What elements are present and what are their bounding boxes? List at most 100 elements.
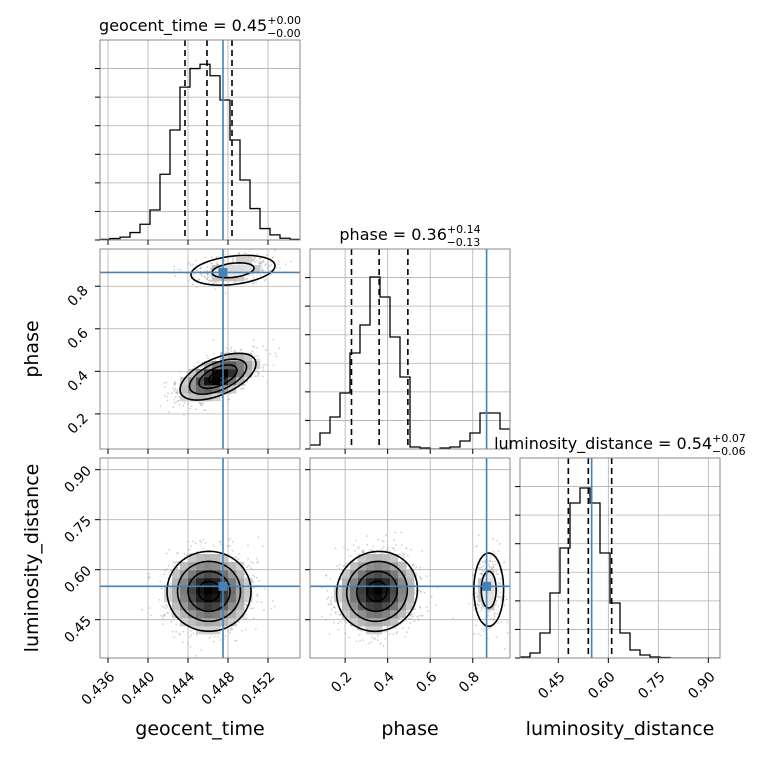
contours: [335, 550, 505, 633]
density-cell: [366, 618, 375, 627]
density-cell: [334, 586, 343, 595]
scatter-point: [172, 561, 175, 563]
truth-marker: [218, 267, 228, 277]
scatter-point: [366, 543, 369, 546]
scatter-point: [496, 613, 499, 615]
scatter-point: [164, 569, 166, 572]
scatter-point: [257, 560, 259, 563]
tick-label-y: 0.75: [62, 513, 95, 546]
scatter-point: [476, 595, 479, 598]
axis-label-y-phase: phase: [21, 320, 43, 377]
density-cell: [236, 369, 245, 378]
scatter-point: [253, 576, 256, 578]
scatter-point: [334, 607, 337, 609]
density-cell: [228, 586, 237, 595]
scatter-point: [211, 262, 213, 265]
scatter-point: [326, 589, 329, 592]
density-cell: [350, 578, 359, 587]
panel-frame: [309, 248, 511, 450]
scatter-point: [231, 628, 234, 631]
density-cell: [196, 385, 205, 394]
scatter-point: [499, 596, 501, 599]
scatter-point: [331, 596, 333, 599]
scatter-point: [253, 276, 255, 279]
scatter-point: [173, 402, 176, 404]
scatter-point: [247, 544, 249, 547]
scatter-point: [273, 605, 276, 608]
panel-content: [310, 458, 510, 658]
scatter-point: [246, 277, 249, 280]
density-cell: [366, 570, 375, 579]
scatter-point: [179, 269, 182, 271]
scatter-point: [207, 357, 209, 359]
scatter-point: [229, 629, 232, 632]
scatter-point: [229, 537, 232, 540]
scatter-point: [253, 355, 256, 358]
scatter-point: [197, 361, 199, 363]
scatter-point: [163, 382, 166, 384]
scatter-point: [210, 274, 213, 277]
density-cell: [228, 353, 237, 362]
scatter-point: [224, 292, 227, 294]
scatter-point: [262, 368, 265, 371]
scatter-point: [187, 279, 190, 282]
scatter-point: [481, 572, 483, 574]
scatter-point: [231, 541, 234, 543]
scatter-point: [329, 578, 332, 580]
contour-line: [197, 580, 221, 603]
scatter-point: [379, 642, 382, 645]
scatter-point: [412, 563, 415, 566]
scatter-point: [172, 406, 175, 409]
scatter-point: [409, 568, 411, 571]
scatter-point: [492, 550, 495, 553]
density-cell: [374, 554, 383, 563]
scatter-point: [379, 552, 382, 555]
density-cell: [350, 618, 359, 627]
tick-label-x: 0.75: [635, 669, 668, 702]
density-cell: [180, 377, 189, 386]
scatter-point: [198, 401, 201, 404]
scatter-point: [495, 636, 498, 639]
tick-label-y: 0.90: [62, 463, 95, 496]
scatter-point: [419, 591, 422, 593]
scatter-point: [230, 346, 233, 349]
scatter-point: [186, 554, 188, 557]
scatter-point: [175, 567, 178, 570]
scatter-point: [212, 640, 215, 643]
density-cell: [374, 570, 383, 579]
scatter-point: [490, 554, 492, 557]
density-cell: [342, 610, 351, 619]
scatter-point: [199, 402, 201, 404]
density-cell: [212, 385, 221, 394]
scatter-point: [496, 600, 498, 602]
scatter-point: [215, 261, 218, 264]
density-cell: [374, 626, 383, 635]
scatter-point: [398, 553, 401, 556]
scatter-point: [231, 549, 234, 552]
scatter-point: [250, 561, 253, 563]
scatter-point: [217, 263, 220, 266]
scatter-point: [385, 534, 387, 537]
density-cell: [188, 369, 197, 378]
scatter-point: [253, 346, 256, 348]
scatter-point: [498, 542, 501, 545]
scatter-point: [355, 640, 358, 643]
scatter-point: [261, 366, 264, 369]
scatter-point: [493, 603, 496, 606]
scatter-point: [212, 281, 214, 284]
scatter-point: [256, 347, 258, 350]
contour-line: [188, 358, 248, 396]
density-cell: [228, 578, 237, 587]
scatter-point: [189, 636, 192, 639]
density-cell: [212, 361, 221, 370]
scatter-point: [492, 566, 495, 569]
scatter-point: [225, 347, 228, 350]
density-cell: [244, 578, 253, 587]
scatter-point: [272, 600, 274, 602]
scatter-point: [235, 639, 238, 642]
scatter-point: [207, 276, 210, 278]
scatter-point: [234, 351, 236, 353]
density-cell: [196, 554, 205, 563]
scatter-point: [176, 566, 179, 569]
scatter-point: [197, 279, 200, 281]
